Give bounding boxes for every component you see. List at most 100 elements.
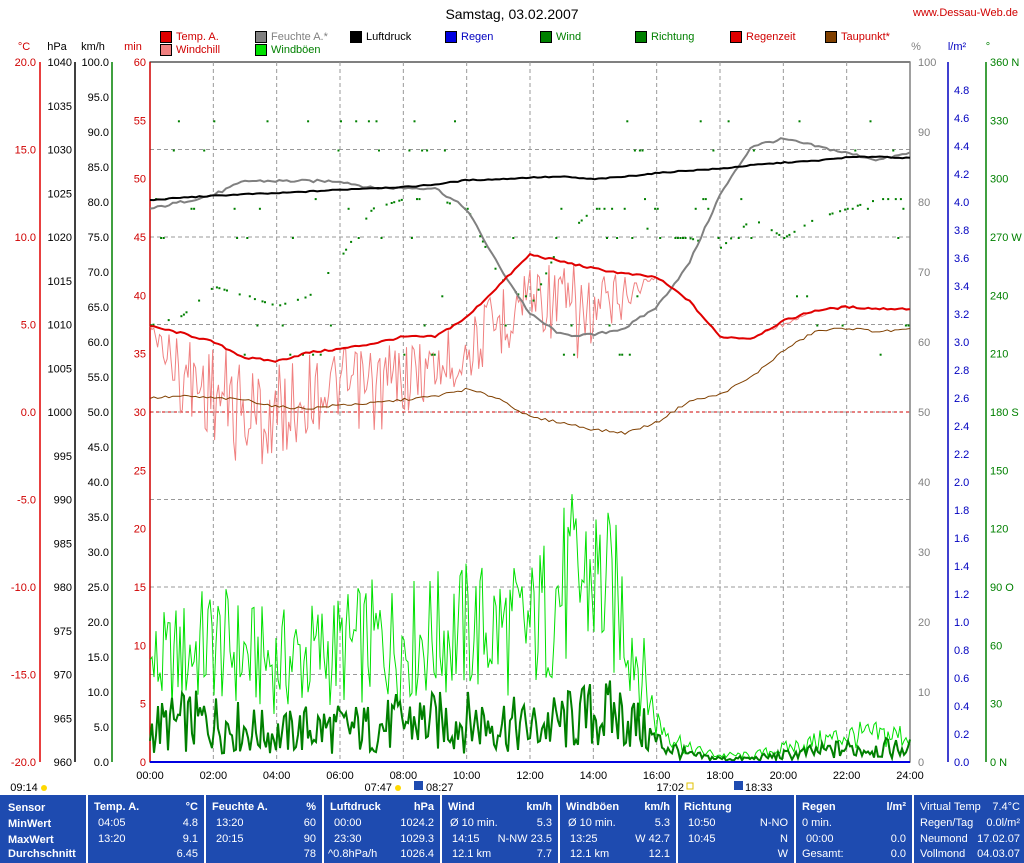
tick-time: 18:00 bbox=[706, 770, 734, 782]
direction-dot bbox=[899, 198, 902, 201]
direction-dot bbox=[479, 235, 482, 238]
direction-dot bbox=[243, 353, 246, 356]
sunup-icon bbox=[414, 781, 423, 790]
legend-item-raintime: Regenzeit bbox=[730, 31, 796, 43]
wind-min-val: 5.3 bbox=[536, 817, 552, 829]
direction-dot bbox=[400, 198, 403, 201]
direction-dot bbox=[633, 149, 636, 152]
tick-min: 0 bbox=[140, 757, 146, 769]
gust-max-val: W 42.7 bbox=[635, 833, 670, 845]
legend-label-wind: Wind bbox=[556, 31, 582, 43]
stats-col-temp: Temp. A. °C 04:05 4.8 13:20 9.1 6.45 bbox=[88, 795, 206, 863]
direction-dot bbox=[894, 198, 897, 201]
rain-max-val: 0.0 bbox=[890, 833, 906, 845]
direction-dot bbox=[608, 324, 611, 327]
direction-dot bbox=[550, 261, 553, 264]
direction-dot bbox=[261, 300, 264, 303]
sun-full-label: 08:27 bbox=[426, 782, 454, 794]
axis-unit-temp: °C bbox=[18, 41, 30, 53]
legend-item-windchill: Windchill bbox=[160, 44, 220, 56]
temp-header: Temp. A. bbox=[94, 801, 140, 813]
direction-dot bbox=[180, 315, 183, 318]
press-unit: hPa bbox=[413, 801, 434, 813]
direction-dot bbox=[172, 149, 175, 152]
direction-dot bbox=[725, 242, 728, 245]
direction-dot bbox=[684, 237, 687, 239]
tick-hpa: 985 bbox=[54, 538, 72, 550]
tick-time: 12:00 bbox=[516, 770, 544, 782]
tick-kmh: 70.0 bbox=[88, 267, 109, 279]
tick-pct: 70 bbox=[918, 267, 930, 279]
axis-unit-pct: % bbox=[911, 41, 921, 53]
tick-temp: 10.0 bbox=[15, 232, 36, 244]
tick-time: 10:00 bbox=[453, 770, 481, 782]
tick-time: 16:00 bbox=[643, 770, 671, 782]
legend-swatch-humidity bbox=[255, 31, 267, 43]
press-min-time: 00:00 bbox=[334, 817, 362, 829]
direction-dot bbox=[327, 272, 330, 274]
direction-dot bbox=[552, 256, 555, 259]
direction-dot bbox=[190, 207, 193, 210]
direction-dot bbox=[707, 207, 710, 210]
wind-unit: km/h bbox=[526, 801, 552, 813]
tick-kmh: 100.0 bbox=[81, 57, 109, 69]
direction-dot bbox=[636, 295, 639, 298]
chart-title: Samstag, 03.02.2007 bbox=[445, 6, 579, 22]
direction-dot bbox=[623, 207, 626, 210]
direction-dot bbox=[218, 287, 221, 290]
tick-min: 30 bbox=[134, 407, 146, 419]
series-windchill-line bbox=[149, 264, 910, 465]
tick-pct: 50 bbox=[918, 407, 930, 419]
tick-kmh: 60.0 bbox=[88, 337, 109, 349]
gust-distance: 12.1 km bbox=[570, 848, 610, 860]
tick-pct: 0 bbox=[918, 757, 924, 769]
direction-dot bbox=[578, 221, 581, 224]
stats-col-wind: Wind km/h Ø 10 min. 5.3 14:15 N-NW 23.5 12.… bbox=[442, 795, 560, 863]
hum-min-time: 13:20 bbox=[216, 817, 244, 829]
tick-rain: 2.8 bbox=[954, 365, 969, 377]
tick-temp: -15.0 bbox=[11, 670, 36, 682]
direction-dot bbox=[621, 353, 624, 356]
direction-dot bbox=[618, 353, 621, 356]
gust-min-label: Ø 10 min. bbox=[568, 817, 616, 829]
tick-hpa: 970 bbox=[54, 670, 72, 682]
direction-dot bbox=[720, 246, 722, 249]
legend-swatch-wind bbox=[540, 31, 552, 43]
direction-dot bbox=[246, 237, 249, 239]
direction-dot bbox=[712, 149, 715, 152]
tick-rain: 0.2 bbox=[954, 729, 969, 741]
tick-rain: 3.2 bbox=[954, 309, 969, 321]
tick-rain: 4.0 bbox=[954, 197, 969, 209]
direction-dot bbox=[654, 207, 657, 210]
direction-dot bbox=[806, 295, 809, 298]
direction-dot bbox=[573, 353, 576, 356]
series-direction-dots bbox=[150, 120, 910, 356]
tick-rain: 3.4 bbox=[954, 281, 969, 293]
tick-pct: 40 bbox=[918, 477, 930, 489]
tick-dir: 150 bbox=[990, 465, 1008, 477]
direction-dot bbox=[281, 324, 284, 327]
direction-dot bbox=[638, 149, 641, 152]
tick-pct: 10 bbox=[918, 687, 930, 699]
gust-avg-val: 12.1 bbox=[648, 848, 670, 860]
extra-vt-label: Virtual Temp bbox=[920, 801, 981, 813]
direction-dot bbox=[177, 120, 180, 123]
direction-dot bbox=[345, 248, 348, 251]
direction-dot bbox=[413, 120, 416, 123]
direction-dot bbox=[385, 203, 388, 206]
direction-dot bbox=[512, 237, 515, 239]
tick-rain: 4.2 bbox=[954, 169, 969, 181]
wind-distance: 12.1 km bbox=[452, 848, 492, 860]
direction-dot bbox=[441, 295, 444, 298]
dir-min-val: N-NO bbox=[759, 817, 788, 829]
direction-dot bbox=[355, 120, 358, 123]
direction-dot bbox=[555, 237, 558, 239]
site-link[interactable]: www.Dessau-Web.de bbox=[913, 7, 1018, 19]
direction-dot bbox=[682, 237, 684, 239]
direction-dot bbox=[152, 323, 155, 326]
tick-dir: 180 S bbox=[990, 407, 1019, 419]
tick-hpa: 995 bbox=[54, 451, 72, 463]
tick-rain: 0.0 bbox=[954, 757, 969, 769]
legend-swatch-gust bbox=[255, 44, 267, 56]
direction-dot bbox=[679, 237, 682, 239]
